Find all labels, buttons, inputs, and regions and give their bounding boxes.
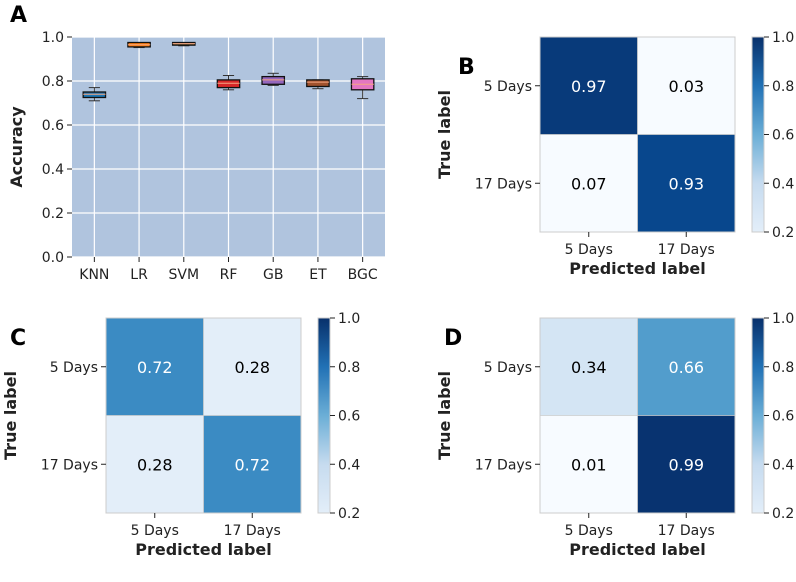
box-et [306,79,330,88]
panel-label-a: A [10,3,27,28]
y-axis-label-a: Accuracy [7,106,26,188]
cell-value: 0.03 [668,77,704,96]
x-tick-label: 5 Days [565,523,613,539]
colorbar-tick-label: 0.2 [338,506,360,522]
colorbar-tick-label: 1.0 [338,311,360,327]
panel-label-d: D [444,326,462,351]
cell-c [203,415,301,513]
y-axis-label-b: True label [435,90,454,179]
y-tick-label: 5 Days [50,360,98,376]
matrix-frame [539,317,736,514]
cell-value: 0.28 [234,358,270,377]
x-tick-label: ET [309,267,327,283]
cell-b [637,37,735,135]
cell-c [106,318,204,416]
colorbar-tick-label: 0.4 [338,457,360,473]
cell-d [637,318,735,416]
cell-d [540,415,638,513]
colorbar-tick-label: 0.2 [772,225,794,241]
y-tick-label: 5 Days [484,360,532,376]
x-tick-label: KNN [79,267,109,283]
matrix-frame [539,36,736,233]
cell-c [203,318,301,416]
cell-b [540,134,638,232]
y-tick-label: 5 Days [484,79,532,95]
cell-value: 0.97 [571,77,607,96]
y-tick-label: 0.2 [42,206,64,222]
cell-value: 0.99 [668,455,704,474]
cell-b [540,37,638,135]
cell-d [540,318,638,416]
box-gb [261,75,286,85]
colorbar-tick-label: 0.4 [772,457,794,473]
cell-value: 0.28 [137,455,173,474]
x-tick-label: SVM [169,267,200,283]
y-tick-label: 0.4 [42,162,64,178]
x-tick-label: 5 Days [565,242,613,258]
x-tick-label: 17 Days [658,523,715,539]
x-axis-label-c: Predicted label [135,540,271,559]
colorbar-tick-label: 0.6 [772,128,794,144]
colorbar-d [751,317,765,514]
colorbar-tick-label: 0.8 [772,79,794,95]
cell-value: 0.72 [137,358,173,377]
y-axis-label-c: True label [1,371,20,460]
x-axis-label-d: Predicted label [569,540,705,559]
y-tick-label: 17 Days [475,176,532,192]
y-tick-label: 0.0 [42,250,64,266]
panel-label-b: B [458,55,475,80]
x-tick-label: LR [130,267,148,283]
x-tick-label: 17 Days [224,523,281,539]
colorbar-tick-label: 1.0 [772,311,794,327]
cell-value: 0.01 [571,455,607,474]
colorbar-b [751,36,765,233]
y-tick-label: 0.8 [42,74,64,90]
cell-value: 0.93 [668,174,704,193]
colorbar-tick-label: 0.8 [338,360,360,376]
panel-label-c: C [10,326,26,351]
x-tick-label: BGC [348,267,378,283]
box-knn [82,91,107,99]
y-axis-label-d: True label [435,371,454,460]
cell-value: 0.07 [571,174,607,193]
cell-value: 0.72 [234,455,270,474]
colorbar-tick-label: 0.8 [772,360,794,376]
colorbar-tick-label: 0.6 [338,409,360,425]
cell-value: 0.66 [668,358,704,377]
colorbar-tick-label: 0.6 [772,409,794,425]
box-rf [216,79,241,89]
x-tick-label: 5 Days [131,523,179,539]
y-tick-label: 1.0 [42,30,64,46]
matrix-frame [105,317,302,514]
x-axis-label-b: Predicted label [569,259,705,278]
cell-d [637,415,735,513]
colorbar-tick-label: 0.4 [772,176,794,192]
colorbar-c [317,317,331,514]
colorbar-tick-label: 1.0 [772,30,794,46]
y-tick-label: 0.6 [42,118,64,134]
x-tick-label: GB [263,267,283,283]
cell-value: 0.34 [571,358,607,377]
cell-c [106,415,204,513]
colorbar-tick-label: 0.2 [772,506,794,522]
cell-b [637,134,735,232]
y-tick-label: 17 Days [475,457,532,473]
x-tick-label: RF [220,267,238,283]
x-tick-label: 17 Days [658,242,715,258]
y-tick-label: 17 Days [41,457,98,473]
